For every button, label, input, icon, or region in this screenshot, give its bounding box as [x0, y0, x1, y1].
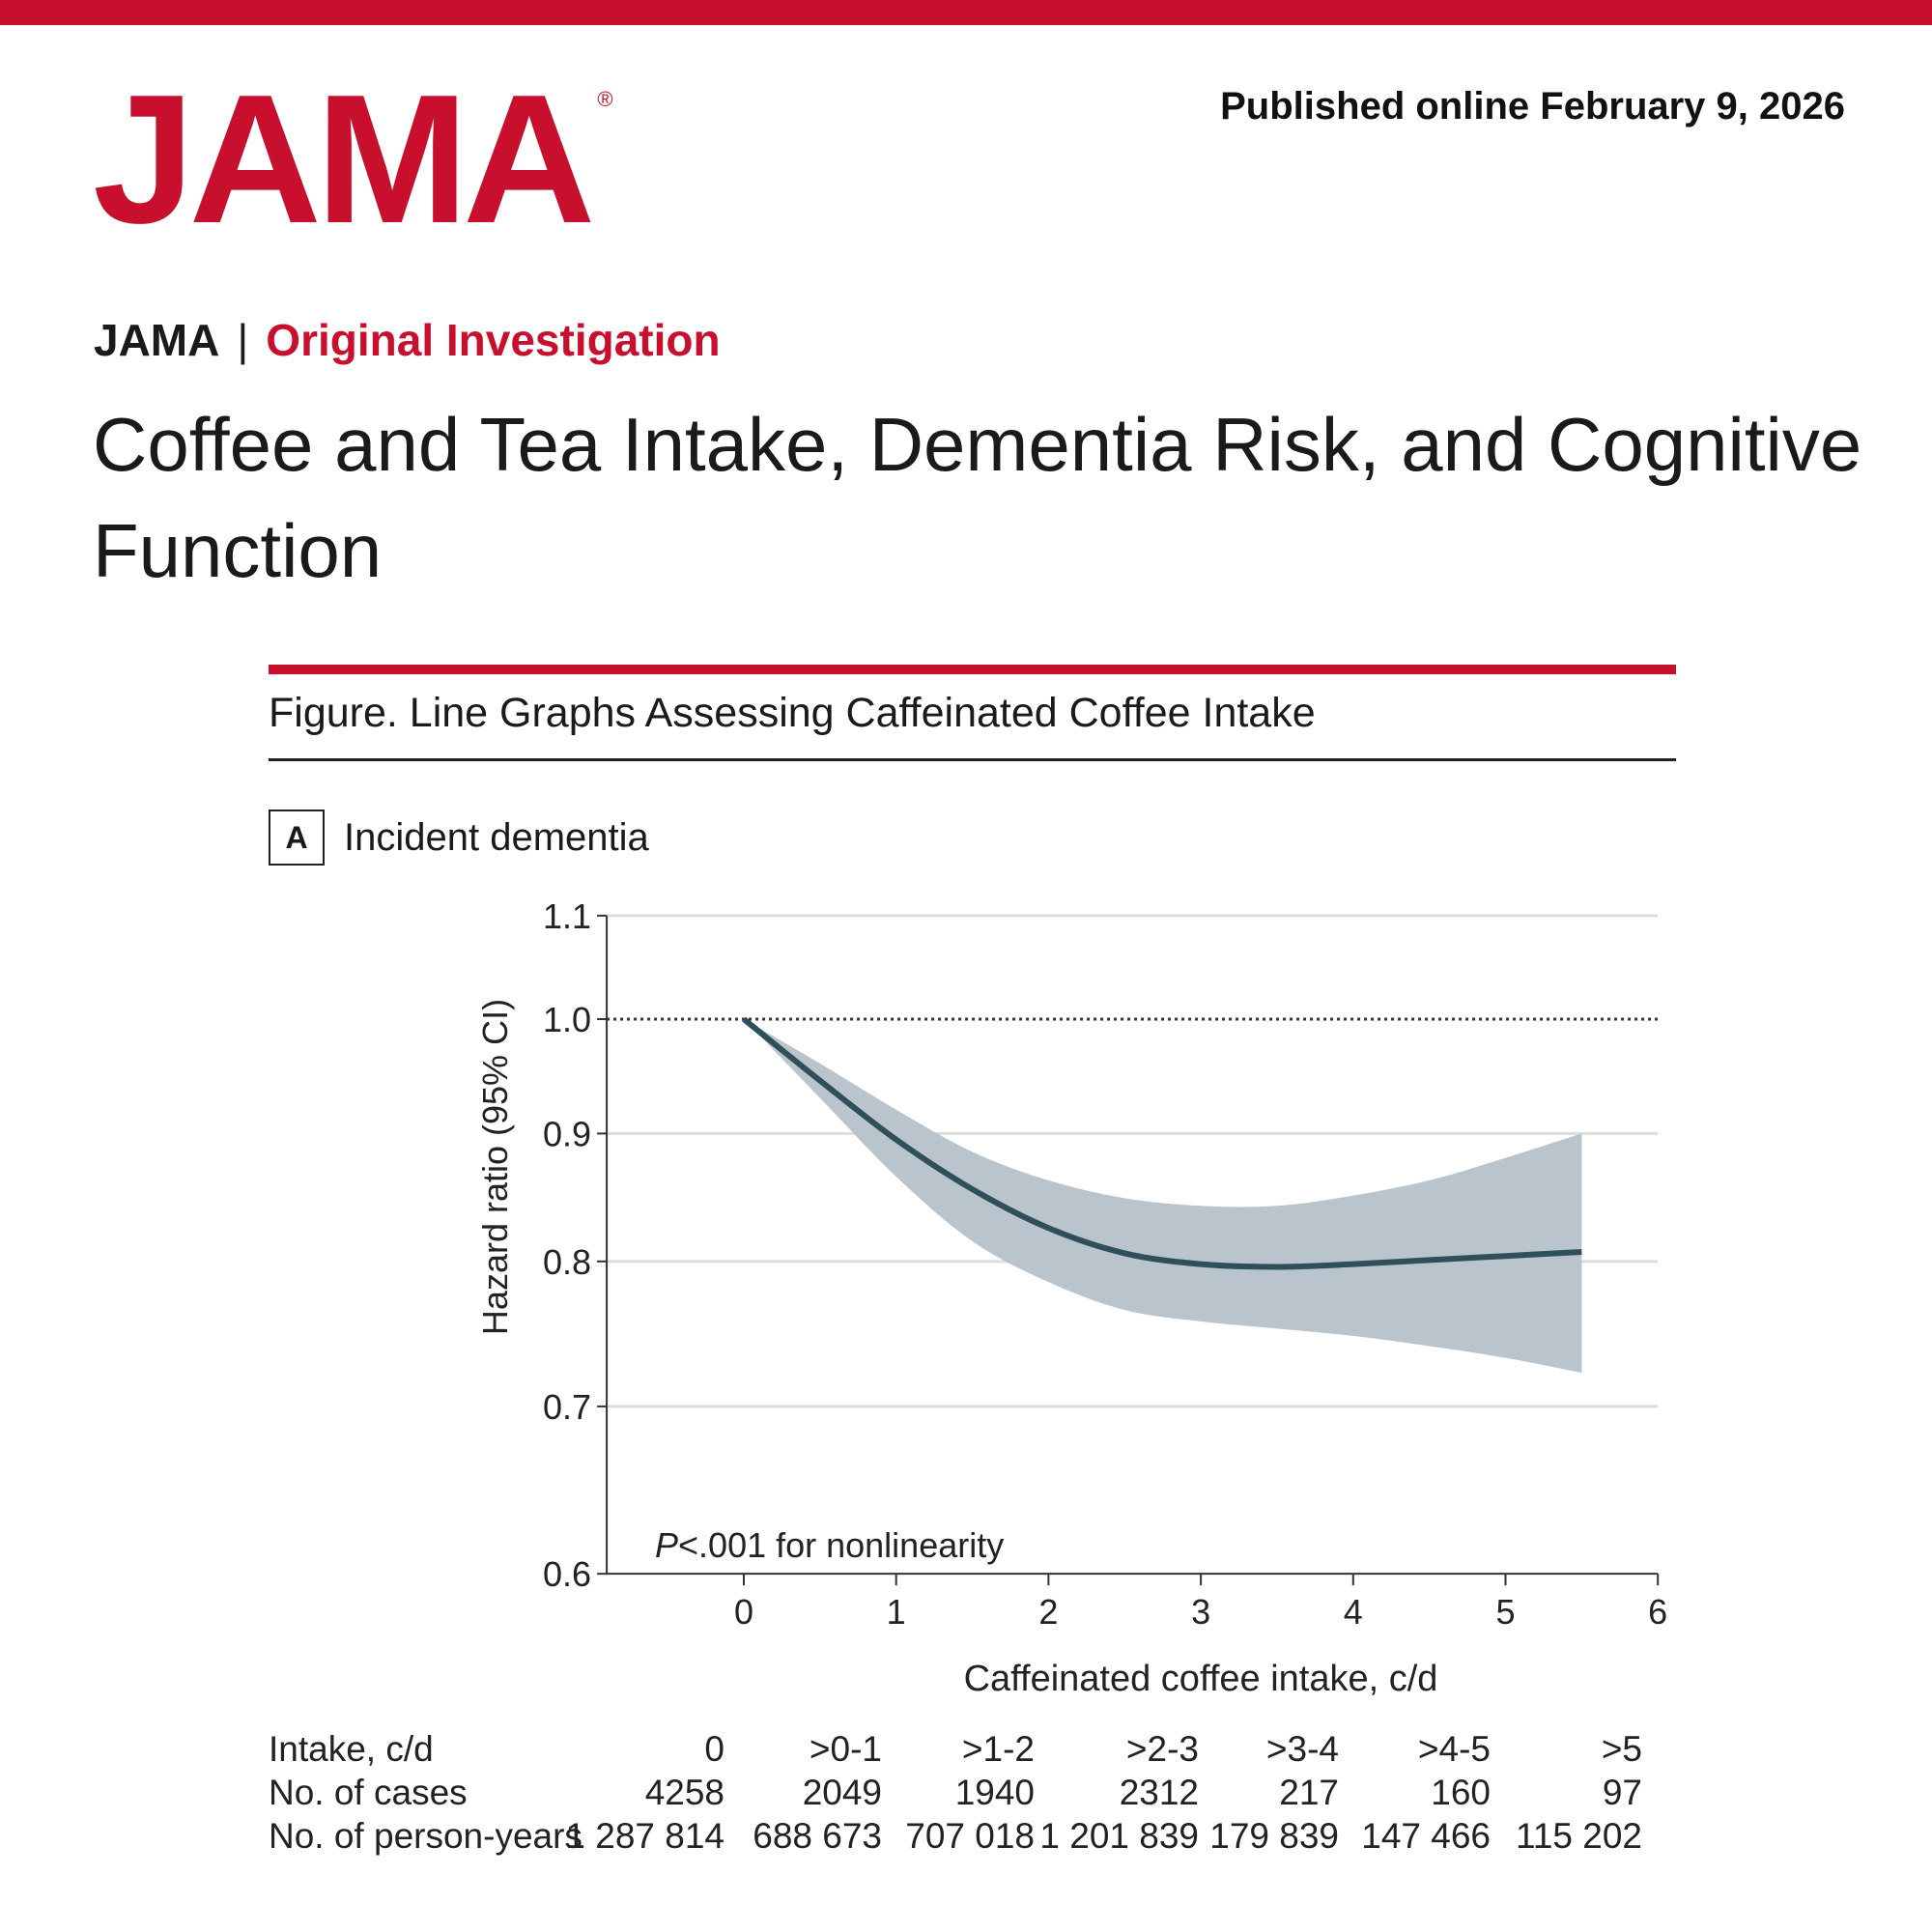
table-cell: 147 466 [1361, 1816, 1491, 1856]
table-cell: >1-2 [961, 1729, 1035, 1769]
table-cell: >4-5 [1417, 1729, 1491, 1769]
table-cell: 179 839 [1209, 1816, 1339, 1856]
ci-band-group [744, 1019, 1582, 1374]
x-tick-label: 2 [1038, 1592, 1058, 1632]
axes: 0.6 0.7 0.8 0.9 1.0 1.1 0 1 2 3 4 5 6 [543, 896, 1667, 1632]
figure-top-rule [269, 665, 1676, 674]
table-cell: 1 287 814 [565, 1816, 724, 1856]
y-tick-label: 0.9 [543, 1114, 591, 1153]
row-label: No. of person-years [269, 1816, 582, 1856]
row-label: No. of cases [269, 1773, 468, 1812]
table-cell: 217 [1279, 1773, 1339, 1812]
table-cell: 115 202 [1516, 1816, 1642, 1856]
figure-title-rule [269, 758, 1676, 761]
y-tick-label: 0.7 [543, 1387, 591, 1427]
hr-line-group [742, 1016, 1582, 1270]
y-tick-label: 0.8 [543, 1242, 591, 1282]
table-cell: >2-3 [1125, 1729, 1199, 1769]
x-tick-label: 4 [1344, 1592, 1363, 1632]
nonlinearity-annotation: P<.001 for nonlinearity [655, 1525, 1004, 1565]
table-cell: 1 201 839 [1039, 1816, 1199, 1856]
table-row: No. of cases 4258 2049 1940 2312 217 160 97 [269, 1773, 1650, 1815]
separator: | [237, 315, 249, 365]
article-kicker: JAMA | Original Investigation [94, 314, 721, 366]
table-cell: 0 [704, 1729, 724, 1769]
x-axis-label: Caffeinated coffee intake, c/d [964, 1659, 1438, 1699]
table-row: No. of person-years 1 287 814 688 673 707 0… [269, 1816, 1650, 1859]
ci-band [744, 1019, 1582, 1374]
table-cell: 160 [1431, 1773, 1491, 1812]
y-tick-label: 1.0 [543, 1000, 591, 1039]
x-tick-label: 3 [1191, 1592, 1210, 1632]
row-label: Intake, c/d [269, 1729, 434, 1769]
x-tick-label: 1 [887, 1592, 906, 1632]
panel-title: Incident dementia [344, 816, 649, 859]
table-cell: 4258 [644, 1773, 724, 1812]
journal-name: JAMA [94, 315, 220, 365]
table-cell: 1940 [954, 1773, 1035, 1812]
x-tick-label: 0 [734, 1592, 753, 1632]
table-cell: >5 [1601, 1729, 1642, 1769]
table-cell: 2049 [802, 1773, 882, 1812]
published-date: Published online February 9, 2026 [1220, 85, 1845, 128]
jama-logo: JAMA ® [93, 57, 613, 262]
y-axis-label: Hazard ratio (95% CI) [475, 999, 515, 1335]
hr-line [742, 1016, 1582, 1270]
brand-top-bar [0, 0, 1932, 25]
table-cell: >0-1 [809, 1729, 882, 1769]
panel-label: A [269, 810, 325, 866]
article-type: Original Investigation [266, 315, 721, 365]
figure-title: Figure. Line Graphs Assessing Caffeinate… [269, 690, 1316, 736]
x-tick-label: 5 [1495, 1592, 1515, 1632]
article-title: Coffee and Tea Intake, Dementia Risk, an… [93, 402, 1862, 593]
table-row: Intake, c/d 0 >0-1 >1-2 >2-3 >3-4 >4-5 >5 [269, 1729, 1650, 1772]
table-cell: 97 [1602, 1773, 1642, 1812]
table-cell: 688 673 [753, 1816, 882, 1856]
y-tick-label: 0.6 [543, 1554, 591, 1594]
x-tick-label: 6 [1648, 1592, 1667, 1632]
y-tick-label: 1.1 [543, 896, 591, 936]
table-cell: 2312 [1119, 1773, 1199, 1812]
table-cell: >3-4 [1265, 1729, 1339, 1769]
table-cell: 707 018 [905, 1816, 1035, 1856]
